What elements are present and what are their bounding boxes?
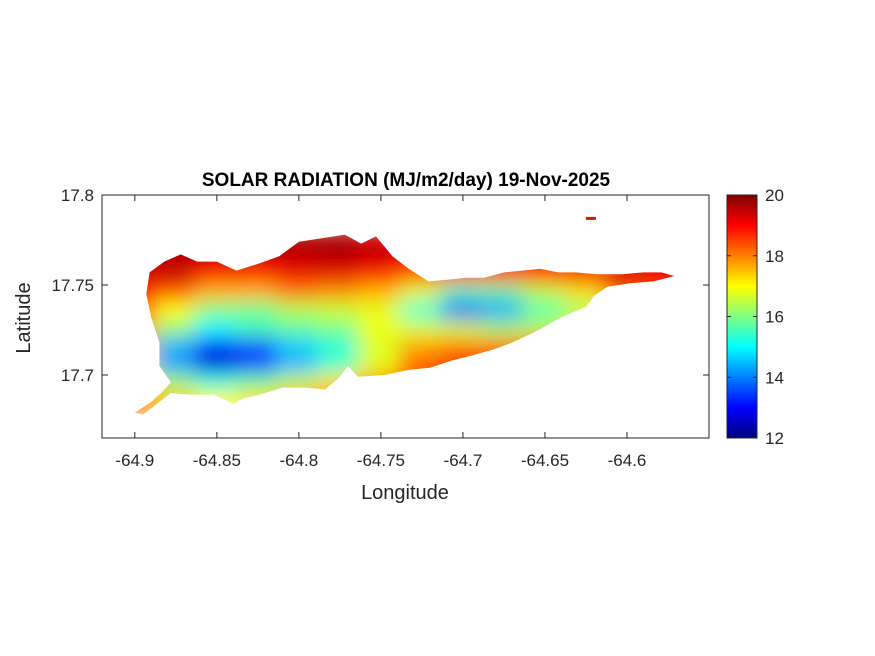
- heatmap-cell: [440, 319, 486, 341]
- heatmap-cell: [153, 301, 199, 323]
- heatmap-cell: [235, 337, 281, 359]
- chart-title: SOLAR RADIATION (MJ/m2/day) 19-Nov-2025: [202, 170, 611, 191]
- heatmap-cell: [358, 265, 404, 287]
- heatmap-cell: [358, 283, 404, 305]
- heatmap-cell: [235, 355, 281, 377]
- colorbar-tick-label: 14: [765, 368, 784, 387]
- heatmap-cell: [399, 283, 445, 305]
- heatmap-cell: [440, 301, 486, 323]
- colorbar: 12 14 16 18 20: [726, 186, 784, 448]
- y-axis-label: Latitude: [13, 282, 35, 353]
- heatmap-cell: [358, 355, 404, 377]
- heatmap-cell: [153, 319, 199, 341]
- heatmap-cell: [194, 373, 240, 395]
- x-tick-label: -64.6: [608, 451, 647, 470]
- colorbar-gradient: [726, 194, 758, 439]
- plot-area: [101, 194, 710, 439]
- heatmap-cell: [440, 337, 486, 359]
- heatmap-cell: [276, 355, 322, 377]
- colorbar-tick-label: 18: [765, 247, 784, 266]
- heatmap-cell: [358, 301, 404, 323]
- heatmap-cell: [276, 337, 322, 359]
- heatmap-cell: [481, 283, 527, 305]
- x-tick-label: -64.7: [444, 451, 483, 470]
- heatmap-cell: [235, 373, 281, 395]
- heatmap-cell: [194, 319, 240, 341]
- heatmap-cell: [153, 337, 199, 359]
- heatmap-cell: [276, 319, 322, 341]
- heatmap-cell: [194, 301, 240, 323]
- heatmap-cell: [153, 355, 199, 377]
- heatmap-cell: [317, 234, 363, 251]
- colorbar-tick-label: 16: [765, 308, 784, 327]
- colorbar-ticks: 12 14 16 18 20: [727, 186, 784, 448]
- heatmap-cell: [194, 355, 240, 377]
- y-tick-label: 17.75: [51, 276, 94, 295]
- x-tick-label: -64.9: [115, 451, 154, 470]
- heatmap-cell: [235, 301, 281, 323]
- heatmap-cell: [317, 265, 363, 287]
- heatmap-cell: [399, 319, 445, 341]
- x-tick-label: -64.8: [279, 451, 318, 470]
- colorbar-tick-label: 20: [765, 186, 784, 205]
- heatmap-cell: [399, 301, 445, 323]
- heatmap-cell: [194, 337, 240, 359]
- colorbar-tick-label: 12: [765, 429, 784, 448]
- heatmap-cell: [399, 337, 445, 359]
- islet-mark: [585, 216, 596, 220]
- heatmap-cell: [358, 319, 404, 341]
- heatmap-cell: [235, 283, 281, 305]
- heatmap-cell: [276, 247, 322, 269]
- heatmap-cell: [481, 301, 527, 323]
- heatmap-cell: [235, 265, 281, 287]
- annotation-layer: [585, 216, 596, 220]
- heatmap-cell: [440, 283, 486, 305]
- plot-frame: [101, 194, 710, 439]
- x-axis-label: Longitude: [361, 482, 449, 504]
- heatmap-cell: [358, 337, 404, 359]
- y-tick-label: 17.8: [61, 186, 94, 205]
- heatmap-cell: [276, 301, 322, 323]
- heatmap-cell: [317, 247, 363, 269]
- x-tick-label: -64.65: [521, 451, 569, 470]
- heatmap-cell: [317, 337, 363, 359]
- heatmap-cell: [153, 265, 199, 287]
- y-tick-label: 17.7: [61, 366, 94, 385]
- heatmap-cell: [276, 265, 322, 287]
- x-axis: -64.9 -64.85 -64.8 -64.75 -64.7 -64.65 -64.6: [115, 195, 646, 470]
- x-tick-label: -64.75: [357, 451, 405, 470]
- heatmap-cell: [235, 319, 281, 341]
- heatmap-cell: [317, 301, 363, 323]
- heatmap-cell: [481, 319, 527, 341]
- y-axis: 17.7 17.75 17.8: [51, 186, 709, 385]
- heatmap-cell: [522, 283, 568, 305]
- heatmap-cell: [153, 283, 199, 305]
- heatmap-cell: [194, 283, 240, 305]
- heatmap-cell: [317, 319, 363, 341]
- heatmap-cell: [194, 265, 240, 287]
- x-tick-label: -64.85: [193, 451, 241, 470]
- heatmap-cell: [317, 283, 363, 305]
- heatmap-cell: [522, 301, 568, 323]
- heatmap-cell: [276, 283, 322, 305]
